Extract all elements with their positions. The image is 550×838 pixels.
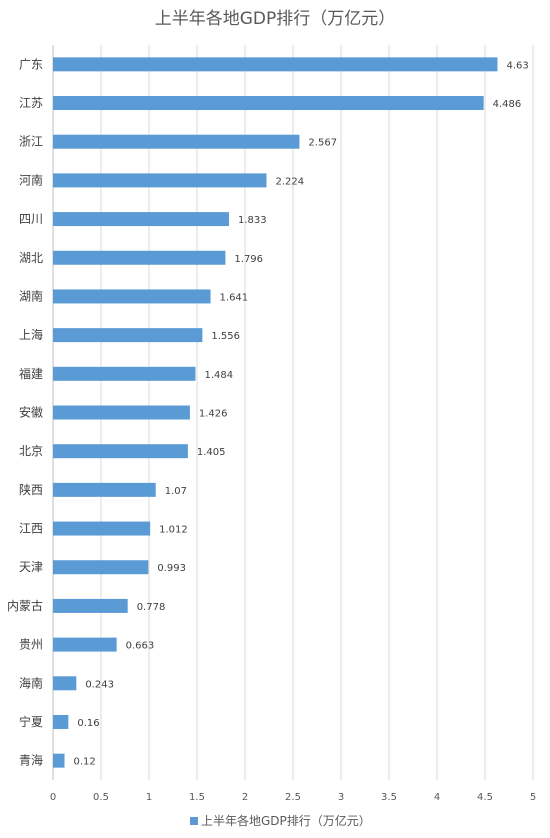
bar	[53, 637, 117, 652]
bar	[53, 405, 190, 420]
x-tick-label: 4	[434, 792, 440, 803]
data-label: 1.796	[234, 254, 263, 265]
x-tick-label: 5	[530, 792, 536, 803]
x-tick-label: 0.5	[93, 792, 109, 803]
x-tick-label: 2	[242, 792, 248, 803]
category-label: 安徽	[19, 405, 43, 420]
category-label: 浙江	[19, 135, 43, 149]
data-label: 0.778	[137, 602, 166, 613]
bar	[53, 134, 300, 149]
x-tick-label: 1	[146, 792, 152, 803]
bar	[53, 676, 77, 691]
bar	[53, 521, 151, 536]
x-tick-label: 3.5	[381, 792, 397, 803]
data-label: 4.486	[493, 99, 522, 110]
bar	[53, 444, 188, 459]
category-label: 陕西	[19, 482, 43, 497]
x-tick-label: 3	[338, 792, 344, 803]
category-label: 宁夏	[19, 714, 43, 729]
category-label: 广东	[19, 57, 43, 71]
x-tick-label: 1.5	[189, 792, 205, 803]
x-tick-label: 2.5	[285, 792, 301, 803]
bar	[53, 96, 484, 111]
data-label: 2.224	[276, 176, 305, 187]
category-label: 湖南	[19, 288, 43, 303]
category-label: 江西	[19, 522, 43, 536]
category-label: 河南	[19, 172, 43, 187]
bar	[53, 173, 267, 188]
bar	[53, 57, 498, 72]
chart-title: 上半年各地GDP排行（万亿元）	[154, 9, 396, 29]
bar	[53, 212, 229, 227]
legend-label: 上半年各地GDP排行（万亿元）	[201, 813, 371, 828]
bar	[53, 560, 149, 575]
category-label: 福建	[19, 366, 43, 381]
data-label: 1.405	[197, 447, 226, 458]
data-label: 1.484	[204, 370, 233, 381]
data-label: 4.63	[506, 60, 528, 71]
category-label: 四川	[19, 212, 43, 226]
bar	[53, 366, 196, 381]
bar-layer	[53, 57, 498, 768]
legend-swatch	[190, 817, 198, 825]
x-tick-label: 4.5	[477, 792, 493, 803]
category-label: 内蒙古	[7, 598, 43, 613]
bar	[53, 250, 226, 265]
bar	[53, 328, 203, 343]
category-label: 江苏	[19, 96, 43, 110]
category-label: 湖北	[19, 250, 43, 265]
category-label: 海南	[19, 675, 43, 690]
category-label: 贵州	[19, 638, 43, 652]
data-label: 1.833	[238, 215, 267, 226]
data-label: 1.012	[159, 525, 188, 536]
bar	[53, 289, 211, 304]
x-tick-label: 0	[50, 792, 56, 803]
legend: 上半年各地GDP排行（万亿元）	[190, 813, 371, 828]
data-label: 2.567	[308, 138, 337, 149]
bar	[53, 753, 65, 768]
label-layer: 0 0.5 1 1.5 2 2.5 3 3.5 4 4.5 5 广东 4.63 江苏 4.486 浙江 2.56…	[7, 57, 536, 803]
data-label: 0.243	[85, 679, 114, 690]
bar	[53, 714, 69, 729]
bar	[53, 482, 156, 497]
category-label: 天津	[19, 560, 43, 574]
category-label: 上海	[19, 327, 43, 342]
category-label: 青海	[19, 753, 43, 768]
data-label: 0.12	[74, 757, 96, 768]
data-label: 0.663	[126, 641, 155, 652]
data-label: 1.641	[220, 292, 249, 303]
data-label: 1.07	[165, 486, 187, 497]
data-label: 0.993	[157, 563, 186, 574]
data-label: 1.426	[199, 409, 228, 420]
category-label: 北京	[19, 444, 43, 458]
data-label: 0.16	[77, 718, 99, 729]
data-label: 1.556	[211, 331, 240, 342]
bar	[53, 598, 128, 613]
